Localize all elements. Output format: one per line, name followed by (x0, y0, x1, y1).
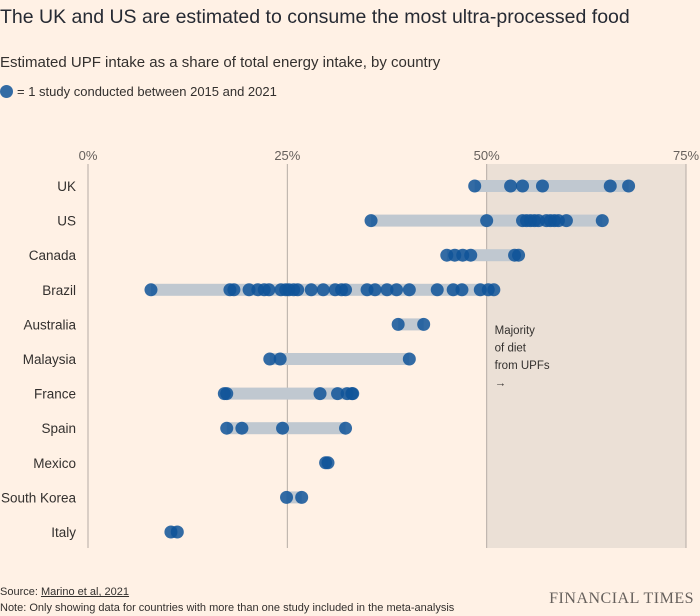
country-label: UK (57, 179, 76, 194)
chart-subtitle: Estimated UPF intake as a share of total… (0, 54, 441, 71)
country-row: Australia (23, 317, 431, 332)
study-dot (220, 421, 234, 435)
x-tick-label: 50% (474, 148, 500, 163)
study-dot (220, 387, 234, 401)
chart-title: The UK and US are estimated to consume t… (0, 6, 630, 28)
country-row: US (57, 214, 609, 229)
study-dot (321, 456, 335, 470)
study-dot (339, 283, 353, 297)
legend-dot-icon (0, 85, 13, 98)
country-row: Mexico (33, 456, 335, 471)
legend-label: = 1 study conducted between 2015 and 202… (17, 84, 277, 99)
majority-shaded-region (486, 164, 686, 548)
country-label: US (57, 214, 76, 229)
study-dot (390, 283, 404, 297)
study-dot (291, 283, 305, 297)
study-dot (346, 387, 360, 401)
study-dot (516, 179, 530, 193)
study-dot (280, 490, 294, 504)
study-dot (339, 421, 353, 435)
source-line: Source: Marino et al, 2021 (0, 586, 129, 598)
x-tick-label: 75% (673, 148, 699, 163)
study-dot (603, 179, 617, 193)
country-row: Malaysia (23, 352, 416, 367)
study-dot (380, 283, 394, 297)
study-dot (402, 352, 416, 366)
study-dot (430, 283, 444, 297)
annotation-line: from UPFs (495, 360, 550, 372)
study-dot (276, 421, 290, 435)
study-dot (455, 283, 469, 297)
country-label: Italy (51, 525, 76, 540)
study-dot (468, 179, 482, 193)
x-tick-label: 25% (274, 148, 300, 163)
study-dot (402, 283, 416, 297)
range-bar (398, 318, 424, 331)
country-label: Spain (41, 421, 76, 436)
country-label: Brazil (42, 283, 76, 298)
study-dot (273, 352, 287, 366)
study-dot (464, 248, 478, 262)
footnote: Note: Only showing data for countries wi… (0, 602, 455, 614)
dot-plot-chart: 0% 25% 50% 75% UK US Canada Brazil Australia Mala… (1, 148, 699, 548)
study-dot (262, 283, 276, 297)
country-row: Brazil (42, 283, 501, 298)
study-dot (417, 317, 431, 331)
country-row: South Korea (1, 490, 309, 505)
study-dot (170, 525, 184, 539)
country-row: France (34, 387, 360, 402)
study-dot (331, 387, 345, 401)
country-label: France (34, 387, 76, 402)
country-label: Malaysia (23, 352, 77, 367)
study-dot (480, 214, 494, 228)
study-dot (512, 248, 526, 262)
study-dot (559, 214, 573, 228)
study-dot (504, 179, 518, 193)
study-dot (304, 283, 318, 297)
country-label: South Korea (1, 490, 77, 505)
study-dot (487, 283, 501, 297)
country-row: Canada (29, 248, 526, 263)
study-dot (364, 214, 378, 228)
country-row: UK (57, 179, 636, 194)
study-dot (316, 283, 330, 297)
source-link[interactable]: Marino et al, 2021 (40, 586, 130, 598)
x-tick-label: 0% (79, 148, 98, 163)
study-dot (391, 317, 405, 331)
country-label: Mexico (33, 456, 76, 471)
country-row: Spain (41, 421, 353, 436)
annotation-line: of diet (495, 343, 527, 355)
country-label: Canada (29, 248, 77, 263)
majority-annotation: Majority of diet from UPFs → (495, 325, 550, 390)
study-dot (295, 490, 309, 504)
legend: = 1 study conducted between 2015 and 202… (0, 84, 277, 99)
study-dot (235, 421, 249, 435)
study-dot (263, 352, 277, 366)
study-dot (368, 283, 382, 297)
study-dot (144, 283, 158, 297)
country-row: Italy (51, 525, 184, 540)
annotation-line: → (495, 378, 507, 390)
study-dot (622, 179, 636, 193)
annotation-line: Majority (495, 325, 536, 337)
study-dot (227, 283, 241, 297)
study-dot (595, 214, 609, 228)
range-bar (269, 353, 410, 365)
study-dot (535, 179, 549, 193)
source-prefix: Source: (0, 586, 41, 598)
country-label: Australia (23, 317, 76, 332)
ft-logo: FINANCIAL TIMES (549, 590, 694, 607)
study-dot (313, 387, 327, 401)
